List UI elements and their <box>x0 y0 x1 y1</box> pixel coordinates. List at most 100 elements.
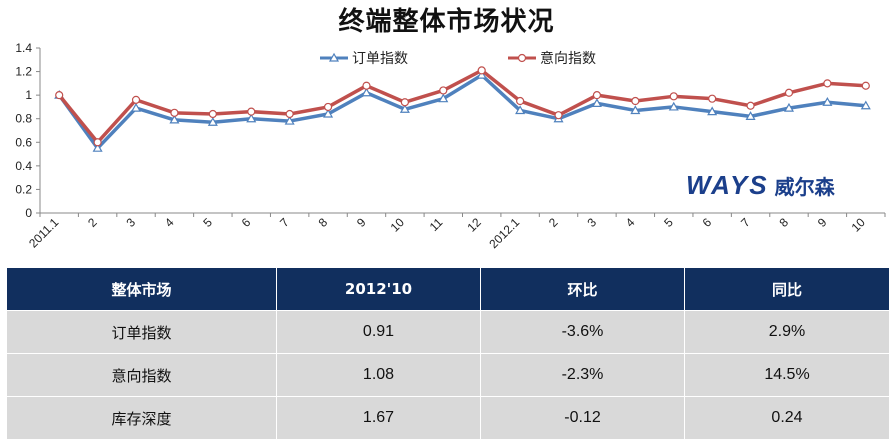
data-point <box>784 88 794 97</box>
legend-label: 订单指数 <box>352 51 408 67</box>
series-2 <box>55 66 870 147</box>
row-yoy: 14.5% <box>684 353 890 397</box>
data-point <box>55 91 64 100</box>
x-tick-label: 5 <box>661 215 676 230</box>
data-point <box>477 66 486 75</box>
header-yoy: 同比 <box>684 267 890 311</box>
series-line <box>57 68 866 145</box>
x-tick-label: 2 <box>85 215 100 230</box>
x-tick-label: 2011.1 <box>26 215 61 250</box>
x-tick-label: 12 <box>464 215 484 235</box>
data-point <box>130 102 142 112</box>
data-point <box>208 109 217 119</box>
x-tick-label: 7 <box>277 215 292 230</box>
data-point <box>399 104 410 113</box>
y-tick-label: 0 <box>25 206 32 220</box>
data-point <box>554 111 563 120</box>
y-tick-label: 1.4 <box>15 41 32 55</box>
row-label: 意向指数 <box>6 353 277 397</box>
data-point <box>746 101 755 110</box>
data-point <box>323 108 334 118</box>
data-point <box>361 87 372 97</box>
data-point <box>247 107 256 116</box>
data-point <box>783 102 795 112</box>
row-yoy: 2.9% <box>684 310 890 354</box>
row-value: 1.67 <box>276 396 481 440</box>
data-point <box>438 93 449 103</box>
y-tick-label: 0.8 <box>15 112 32 126</box>
chart-axes: 0 0.2 0.4 0.6 0.8 1 1.2 1.4 2011.1 2 3 4 5 6 7 8 9 10 11 12… <box>15 41 886 251</box>
chart-series <box>54 66 871 152</box>
ways-logo: WAYS 威尔森 <box>686 170 835 201</box>
header-mom: 环比 <box>480 267 685 311</box>
line-chart: 订单指数 意向指数 0 0.2 0.4 0.6 0.8 1 1.2 1.4 2011.1 2 3 4 5 6… <box>15 41 886 251</box>
x-tick-label: 4 <box>162 215 177 230</box>
x-tick-label: 8 <box>316 215 331 230</box>
x-tick-label: 8 <box>776 215 791 230</box>
data-point <box>745 111 756 120</box>
data-point <box>170 108 179 117</box>
x-tick-label: 7 <box>738 215 753 230</box>
row-mom: -3.6% <box>480 310 685 354</box>
y-tick-label: 0.4 <box>15 159 32 173</box>
data-point <box>207 117 218 126</box>
legend-item: 订单指数 <box>320 51 408 67</box>
header-market: 整体市场 <box>6 267 277 311</box>
data-point <box>708 94 717 103</box>
data-point <box>668 101 679 111</box>
row-mom: -0.12 <box>480 396 685 440</box>
table-header-row: 整体市场 2012'10 环比 同比 <box>6 267 890 311</box>
x-tick-label: 4 <box>623 215 638 230</box>
row-label: 库存深度 <box>6 396 277 440</box>
row-mom: -2.3% <box>480 353 685 397</box>
header-period: 2012'10 <box>276 267 481 311</box>
y-tick-label: 0.2 <box>15 182 32 196</box>
y-tick-label: 1 <box>25 88 32 102</box>
data-point <box>631 96 640 106</box>
legend-marker <box>517 53 527 63</box>
x-tick-label: 9 <box>354 215 369 230</box>
data-point <box>131 95 141 104</box>
x-tick-label: 10 <box>388 215 408 235</box>
y-tick-label: 1.2 <box>15 65 32 79</box>
summary-table: 整体市场 2012'10 环比 同比 订单指数 0.91 -3.6% 2.9% … <box>6 267 890 440</box>
data-point <box>707 106 718 116</box>
x-tick-label: 10 <box>849 215 869 235</box>
chart-title: 终端整体市场状况 <box>338 7 555 37</box>
x-tick-label: 6 <box>239 215 254 230</box>
data-point <box>284 115 295 125</box>
table-row: 库存深度 1.67 -0.12 0.24 <box>6 396 890 440</box>
row-label: 订单指数 <box>6 310 277 354</box>
data-point <box>93 138 102 147</box>
data-point <box>323 102 333 112</box>
data-point <box>669 92 678 101</box>
chart-legend: 订单指数 意向指数 <box>320 50 596 67</box>
data-point <box>861 81 870 90</box>
x-tick-label: 2 <box>546 215 561 230</box>
table-row: 订单指数 0.91 -3.6% 2.9% <box>6 310 890 354</box>
data-point <box>822 97 833 106</box>
x-tick-label: 3 <box>584 215 599 230</box>
data-point <box>362 81 371 90</box>
logo-text-en: WAYS <box>686 170 769 200</box>
x-tick-label: 5 <box>200 215 215 230</box>
data-point <box>439 86 448 95</box>
logo-text-cn: 威尔森 <box>774 175 835 199</box>
row-value: 0.91 <box>276 310 481 354</box>
x-tick-label: 3 <box>124 215 139 230</box>
data-point <box>823 79 832 88</box>
data-point <box>246 113 257 123</box>
table-row: 意向指数 1.08 -2.3% 14.5% <box>6 353 890 397</box>
data-point <box>92 142 103 152</box>
data-point <box>515 105 526 115</box>
data-point <box>591 98 602 107</box>
legend-item: 意向指数 <box>508 50 596 67</box>
data-point <box>592 91 602 100</box>
data-point <box>285 109 294 119</box>
x-tick-label: 9 <box>815 215 830 230</box>
data-point <box>169 114 180 124</box>
series-line <box>57 73 866 150</box>
data-point <box>860 100 871 110</box>
x-tick-label: 6 <box>700 215 715 230</box>
x-tick-label: 11 <box>427 215 446 234</box>
